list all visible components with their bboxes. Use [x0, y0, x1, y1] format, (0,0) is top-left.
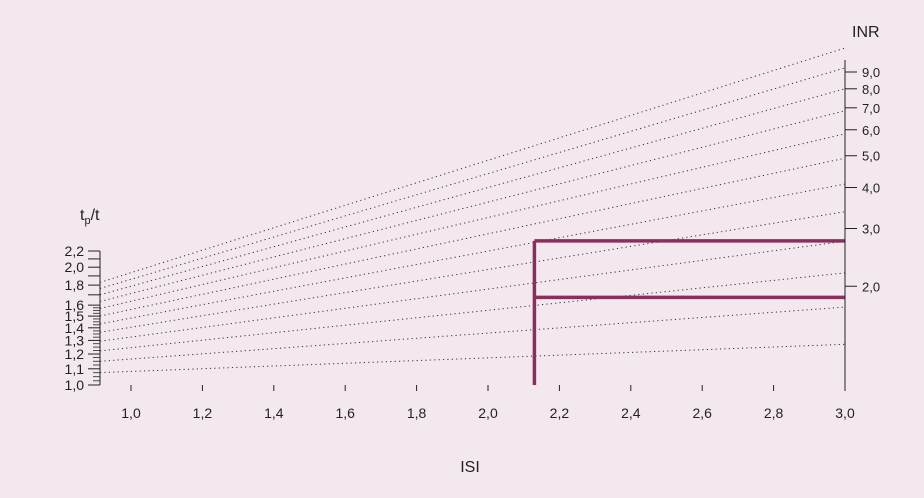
x-axis-title: ISI — [460, 459, 480, 476]
ratio-dotted-lines — [99, 47, 846, 374]
x-tick-label-6: 2,2 — [550, 405, 570, 421]
ratio-line-11 — [99, 47, 846, 283]
ratio-line-10 — [99, 67, 846, 289]
inr-tick-label-0: 2,0 — [862, 279, 880, 294]
y-left-axis-title-subscript: p — [84, 215, 90, 227]
y-left-axis-title-base: t — [80, 207, 85, 224]
left-tick-label-4: 1,4 — [65, 320, 85, 336]
left-tick-label-2: 1,2 — [65, 346, 85, 362]
x-tick-label-8: 2,6 — [692, 405, 712, 421]
inr-tick-label-4: 6,0 — [862, 123, 880, 138]
ratio-line-9 — [99, 88, 846, 296]
ratio-line-2 — [99, 272, 846, 352]
ratio-line-6 — [99, 157, 846, 317]
x-tick-label-9: 2,8 — [764, 405, 784, 421]
right-inr-axis: 2,0 3,0 4,0 5,0 6,0 7,0 8,0 9,0 — [844, 60, 880, 385]
left-tick-label-5: 1,5 — [65, 308, 85, 324]
x-tick-label-0: 1,0 — [121, 405, 141, 421]
inr-tick-label-1: 3,0 — [862, 222, 880, 237]
x-tick-label-5: 2,0 — [478, 405, 498, 421]
x-tick-label-2: 1,4 — [264, 405, 284, 421]
ratio-line-0 — [99, 343, 846, 374]
left-tick-label-6: 1,6 — [65, 297, 85, 313]
left-tick-label-0: 1,0 — [65, 377, 85, 393]
inr-tick-label-5: 7,0 — [862, 101, 880, 116]
left-tick-label-3: 1,3 — [65, 332, 85, 348]
x-tick-label-1: 1,2 — [193, 405, 213, 421]
highlight-lines — [532, 239, 845, 385]
y-right-axis-title: INR — [852, 24, 880, 41]
ratio-line-1 — [99, 306, 846, 362]
inr-tick-label-6: 8,0 — [862, 82, 880, 97]
ratio-line-5 — [99, 183, 846, 325]
left-tick-label-8: 2,0 — [65, 259, 85, 275]
ratio-line-8 — [99, 110, 846, 302]
left-tick-label-9: 2,2 — [65, 243, 85, 259]
left-ratio-axis: 1,01,11,21,31,41,51,6 1,8 2,02,2 — [65, 243, 101, 393]
ratio-line-4 — [99, 211, 846, 333]
x-axis: 1,0 1,2 1,4 1,6 1,8 2,0 2,2 2,4 2,6 2,8 3,0 — [121, 385, 855, 421]
x-tick-label-7: 2,4 — [621, 405, 641, 421]
inr-tick-label-3: 5,0 — [862, 149, 880, 164]
x-tick-label-3: 1,6 — [335, 405, 355, 421]
inr-tick-label-7: 9,0 — [862, 65, 880, 80]
ratio-line-3 — [99, 240, 846, 342]
left-tick-label-1: 1,1 — [65, 361, 85, 377]
inr-tick-label-2: 4,0 — [862, 181, 880, 196]
x-tick-label-10: 3,0 — [835, 405, 855, 421]
ratio-line-7 — [99, 133, 846, 309]
x-tick-label-4: 1,8 — [407, 405, 427, 421]
y-left-axis-title-suffix: /t — [91, 207, 100, 224]
y-left-axis-title: tp/t — [80, 207, 100, 227]
left-tick-label-7: 1,8 — [65, 277, 85, 293]
